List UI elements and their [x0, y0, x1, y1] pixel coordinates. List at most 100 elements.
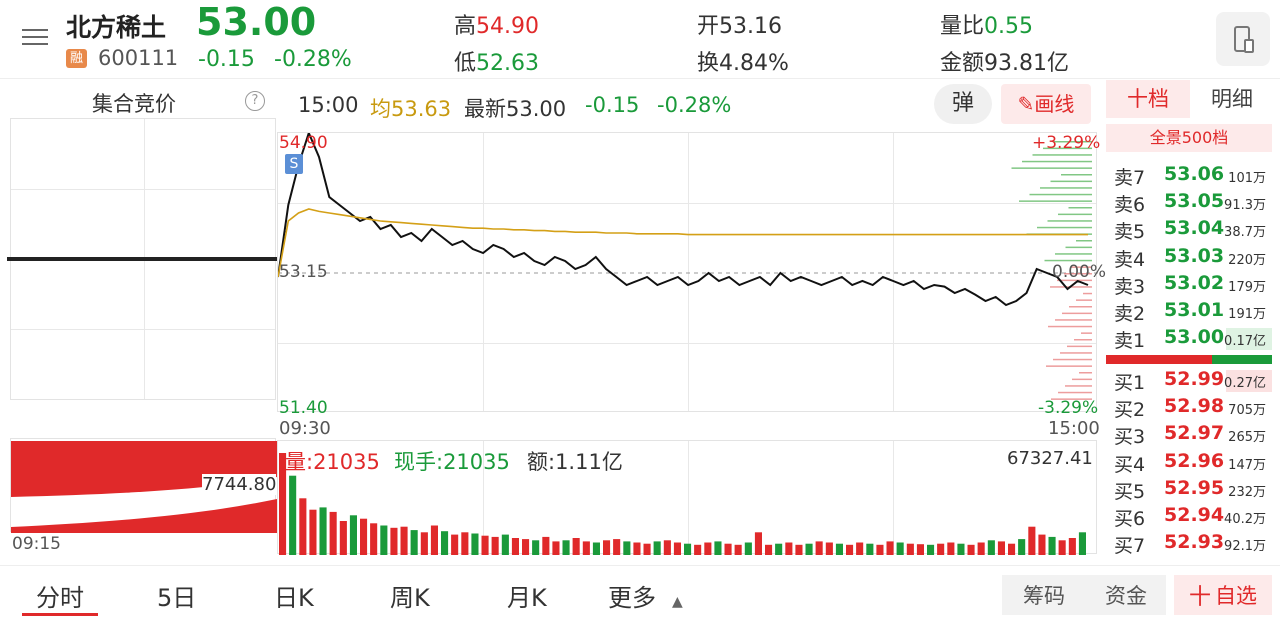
chips-button[interactable]: 筹码: [1002, 575, 1086, 615]
depth-bar: [1064, 273, 1092, 275]
bid-row-3[interactable]: 买3 52.97 265万: [1106, 422, 1272, 448]
volume-bar: [390, 527, 398, 555]
depth-bar: [1072, 378, 1092, 381]
order-volume: 0.17亿: [1224, 334, 1266, 350]
volume-bar: [896, 542, 904, 555]
ask-bid-ratio-red: [1106, 355, 1212, 364]
ask-row-4[interactable]: 卖4 53.03 220万: [1106, 245, 1272, 271]
x-start-label: 09:30: [279, 418, 331, 439]
depth-bar: [1083, 292, 1092, 295]
chart-change-pct: -0.28%: [657, 93, 732, 117]
phone-rotate-icon: [1234, 26, 1254, 53]
ask-row-5[interactable]: 卖5 53.04 38.7万: [1106, 217, 1272, 243]
volume-bar: [1008, 543, 1016, 555]
order-level-label: 买1: [1114, 372, 1146, 394]
order-volume: 40.2万: [1224, 512, 1266, 527]
volume-bar: [977, 542, 985, 555]
tab-weekly-k[interactable]: 周K: [390, 584, 430, 612]
volume-bar: [997, 541, 1005, 555]
tab-level10[interactable]: 十档: [1106, 80, 1190, 118]
bid-row-1[interactable]: 买1 52.99 0.27亿: [1106, 368, 1272, 394]
depth-bar: [1065, 246, 1092, 249]
volume-bar: [1018, 539, 1026, 555]
header-divider: [0, 78, 1280, 79]
price-line: [278, 133, 1089, 307]
open-stat: 开53.16: [697, 14, 782, 39]
ask-row-2[interactable]: 卖2 53.01 191万: [1106, 299, 1272, 325]
depth-bar: [1044, 259, 1092, 262]
full-depth-button[interactable]: 全景500档: [1106, 124, 1272, 152]
volume-bar: [339, 521, 347, 555]
bid-row-6[interactable]: 买6 52.94 40.2万: [1106, 504, 1272, 530]
depth-bar: [1062, 312, 1092, 315]
volume-bar: [420, 532, 428, 555]
order-volume: 38.7万: [1224, 225, 1266, 241]
avg-price-label: 均53.63: [370, 97, 452, 121]
ask-row-6[interactable]: 卖6 53.05 91.3万: [1106, 190, 1272, 216]
order-volume: 147万: [1228, 457, 1266, 473]
ask-row-3[interactable]: 卖3 53.02 179万: [1106, 272, 1272, 298]
ask-bid-ratio-green: [1212, 355, 1272, 364]
auction-title: 集合竞价: [92, 92, 176, 116]
x-end-label: 15:00: [1048, 418, 1100, 439]
volume-bars-svg: [279, 453, 1086, 555]
pct-zero-label: 0.00%: [1052, 262, 1107, 282]
bid-row-2[interactable]: 买2 52.98 705万: [1106, 395, 1272, 421]
volume-bar: [937, 543, 945, 555]
volume-bar: [501, 534, 509, 555]
depth-bar: [1057, 279, 1092, 282]
order-price: 53.01: [1164, 299, 1225, 321]
help-icon[interactable]: ?: [245, 91, 265, 111]
bid-row-4[interactable]: 买4 52.96 147万: [1106, 450, 1272, 476]
order-volume: 232万: [1228, 484, 1266, 500]
price-chart-svg: [278, 133, 1098, 400]
bid-row-5[interactable]: 买5 52.95 232万: [1106, 477, 1272, 503]
tab-more[interactable]: 更多 ▲: [608, 584, 683, 612]
volume-bar: [309, 509, 317, 555]
draw-line-button[interactable]: ✎画线: [1001, 84, 1091, 124]
order-level-label: 买2: [1114, 399, 1146, 422]
ask-row-7[interactable]: 卖7 53.06 101万: [1106, 163, 1272, 189]
volume-bar: [1038, 534, 1046, 555]
order-price: 52.94: [1164, 504, 1225, 526]
volume-bar: [471, 533, 479, 555]
order-level-label: 买5: [1114, 480, 1146, 503]
tab-intraday[interactable]: 分时: [36, 584, 84, 612]
ask-row-1[interactable]: 卖1 53.00 0.17亿: [1106, 326, 1272, 352]
order-price: 52.95: [1164, 476, 1225, 499]
tab-daily-k[interactable]: 日K: [274, 584, 314, 612]
depth-bar: [1019, 200, 1092, 202]
order-level-label: 卖4: [1114, 248, 1146, 271]
add-watchlist-button[interactable]: 十自选: [1174, 575, 1272, 615]
volume-bar: [876, 544, 884, 555]
order-level-label: 买3: [1114, 426, 1146, 449]
order-level-label: 卖3: [1114, 275, 1146, 298]
landscape-button[interactable]: [1216, 12, 1270, 66]
menu-icon[interactable]: [22, 24, 48, 50]
order-volume: 179万: [1228, 279, 1266, 295]
volume-bar: [441, 531, 449, 555]
tab-detail[interactable]: 明细: [1211, 87, 1253, 111]
popup-button[interactable]: 弹: [934, 84, 992, 124]
order-volume: 191万: [1228, 307, 1266, 322]
intraday-chart: [277, 132, 1098, 412]
depth-bar: [1076, 299, 1092, 301]
funds-button[interactable]: 资金: [1086, 575, 1166, 615]
plus-icon: 十: [1188, 585, 1211, 610]
price-change-pct: -0.28%: [274, 47, 352, 72]
y-low-label: 51.40: [279, 398, 328, 418]
amount-stat: 金额93.81亿: [940, 51, 1069, 76]
order-volume: 91.3万: [1224, 198, 1266, 214]
tab-5day[interactable]: 5日: [157, 584, 197, 612]
depth-bar: [1011, 167, 1092, 169]
volume-bar: [835, 543, 843, 555]
volume-bar: [704, 542, 712, 555]
volume-bar: [927, 544, 935, 555]
stock-code: 600111: [98, 46, 179, 70]
tab-monthly-k[interactable]: 月K: [507, 584, 547, 612]
volume-bar: [714, 541, 722, 555]
depth-bar: [1055, 253, 1092, 255]
sell-marker[interactable]: S: [285, 154, 303, 174]
bid-row-7[interactable]: 买7 52.93 92.1万: [1106, 531, 1272, 557]
volume-bar: [380, 525, 388, 555]
